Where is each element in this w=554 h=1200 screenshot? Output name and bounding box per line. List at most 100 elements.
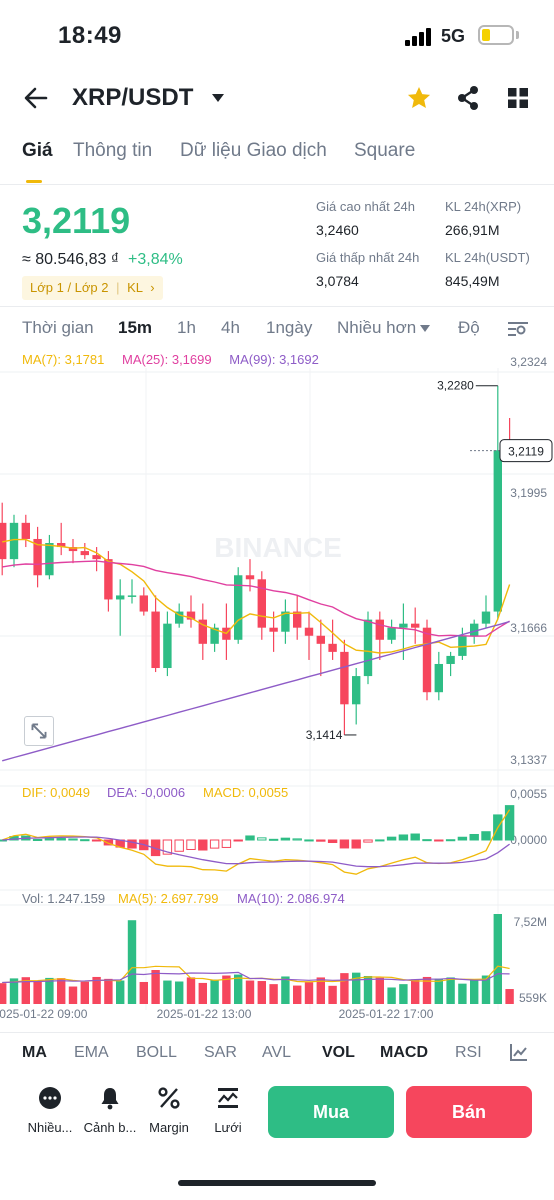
interval-1h[interactable]: 1h xyxy=(177,318,196,337)
volume-bar xyxy=(340,973,349,1004)
indicator-rsi[interactable]: RSI xyxy=(455,1044,482,1061)
layer-badge[interactable]: Lớp 1 / Lớp 2 | KL › xyxy=(22,276,163,300)
volume-bar xyxy=(245,980,255,1004)
time-tick-label: 2025-01-22 17:00 xyxy=(339,1007,434,1021)
grid-bot-icon xyxy=(218,1088,238,1108)
macd-histogram-bar xyxy=(434,839,444,842)
interval-1d[interactable]: 1ngày xyxy=(266,318,313,337)
back-arrow-icon[interactable] xyxy=(22,84,50,112)
macd-label: MACD: 0,0055 xyxy=(203,785,288,800)
interval-more[interactable]: Nhiều hơn xyxy=(337,318,431,338)
indicator-macd[interactable]: MACD xyxy=(380,1044,428,1061)
grid-menu-icon[interactable] xyxy=(508,88,528,108)
indicator-avl[interactable]: AVL xyxy=(262,1044,292,1061)
volume-bar xyxy=(363,975,373,1004)
candle-body xyxy=(269,627,278,632)
vol-usdt-value: 845,49M xyxy=(445,273,500,289)
indicator-vol[interactable]: VOL xyxy=(322,1044,355,1061)
chart-settings-icon[interactable] xyxy=(508,320,528,338)
price-tick-label: 3,1337 xyxy=(510,753,547,767)
macd-histogram-bar xyxy=(221,839,232,848)
candle-body xyxy=(139,595,148,612)
share-icon[interactable] xyxy=(456,85,480,111)
indicators-divider xyxy=(0,1032,554,1033)
vol-label: Vol: 1.247.159 xyxy=(22,891,105,906)
macd-histogram-bar xyxy=(198,839,208,851)
expand-icon[interactable] xyxy=(24,716,54,746)
candle-body xyxy=(21,522,30,539)
star-icon[interactable] xyxy=(406,85,432,111)
candle-body xyxy=(33,538,42,576)
battery-cap xyxy=(516,31,519,39)
candle-body xyxy=(45,543,54,576)
macd-histogram-bar xyxy=(186,839,196,850)
interval-15m[interactable]: 15m xyxy=(118,318,153,337)
more-dots-icon xyxy=(39,1087,61,1109)
chevron-down-icon xyxy=(420,325,431,333)
tabs-divider xyxy=(0,184,554,185)
candle-body xyxy=(127,595,137,597)
volume-bar xyxy=(446,977,455,1004)
volume-bar xyxy=(257,981,266,1004)
macd-histogram-bar xyxy=(316,839,326,842)
margin-action[interactable]: Margin xyxy=(139,1086,199,1135)
indicator-boll[interactable]: BOLL xyxy=(136,1044,177,1061)
tab-underline xyxy=(26,180,42,183)
candle-body xyxy=(422,627,432,693)
volume-bar xyxy=(127,920,137,1004)
vol-ma5-label: MA(5): 2.697.799 xyxy=(118,891,218,906)
candle-body xyxy=(186,611,196,620)
indicator-ema[interactable]: EMA xyxy=(74,1044,109,1061)
chevron-down-icon[interactable] xyxy=(212,94,224,102)
alert-action-label: Cảnh b... xyxy=(83,1120,137,1135)
sell-button[interactable]: Bán xyxy=(406,1086,532,1138)
ma25-legend: MA(25): 3,1699 xyxy=(122,352,212,367)
interval-4h[interactable]: 4h xyxy=(221,318,240,337)
alert-action[interactable]: Cảnh b... xyxy=(80,1086,140,1135)
price-axis: 3,2324 3,1995 3,1666 3,1337 xyxy=(510,355,547,767)
chart-grid xyxy=(0,368,554,1010)
volume-bar xyxy=(470,980,479,1004)
macd-histogram-bar xyxy=(32,839,43,842)
status-time: 18:49 xyxy=(58,22,122,49)
volume-bar xyxy=(375,977,384,1004)
buy-button[interactable]: Mua xyxy=(268,1086,394,1138)
ticker-divider xyxy=(0,306,554,307)
candle-body xyxy=(151,611,160,669)
more-action[interactable]: Nhiều... xyxy=(20,1086,80,1135)
home-indicator xyxy=(178,1180,376,1186)
candle-body xyxy=(57,543,66,548)
candle-body xyxy=(434,663,443,693)
volume-bar xyxy=(33,981,42,1004)
indicator-ma[interactable]: MA xyxy=(22,1044,47,1061)
grid-action[interactable]: Lưới xyxy=(198,1086,258,1135)
volume-tick-label: 7,52M xyxy=(514,915,547,929)
macd-histogram-bar xyxy=(268,838,279,841)
volume-bar xyxy=(116,980,125,1004)
macd-histogram-bar xyxy=(103,839,114,846)
volume-bar xyxy=(481,975,491,1004)
candle-body xyxy=(281,611,290,632)
macd-histogram-bar xyxy=(44,838,55,841)
margin-action-label: Margin xyxy=(149,1120,189,1135)
tab-trading-data[interactable]: Dữ liệu Giao dịch xyxy=(180,140,327,161)
tab-square[interactable]: Square xyxy=(354,140,416,161)
tab-info[interactable]: Thông tin xyxy=(73,140,153,161)
macd-panel: DIF: 0,0049 DEA: -0,0006 MACD: 0,0055 0,005… xyxy=(0,785,547,875)
indicator-sar[interactable]: SAR xyxy=(204,1044,237,1061)
pair-title[interactable]: XRP/USDT xyxy=(72,84,194,111)
dif-label: DIF: 0,0049 xyxy=(22,785,90,800)
interval-time[interactable]: Thời gian xyxy=(22,318,94,337)
volume-bar xyxy=(434,978,443,1004)
bottom-actions: Nhiều... Cảnh b... Margin Lưới xyxy=(0,1086,554,1142)
indicator-settings-icon[interactable] xyxy=(510,1043,528,1061)
macd-histogram-bar xyxy=(363,839,373,843)
volume-bar xyxy=(422,976,432,1004)
high-annotation-label: 3,2280 xyxy=(437,379,474,393)
interval-depth[interactable]: Độ xyxy=(458,318,480,337)
volume-bar xyxy=(234,974,243,1004)
tab-price[interactable]: Giá xyxy=(22,140,53,161)
candle-body xyxy=(9,522,19,560)
candle-body xyxy=(257,579,266,628)
